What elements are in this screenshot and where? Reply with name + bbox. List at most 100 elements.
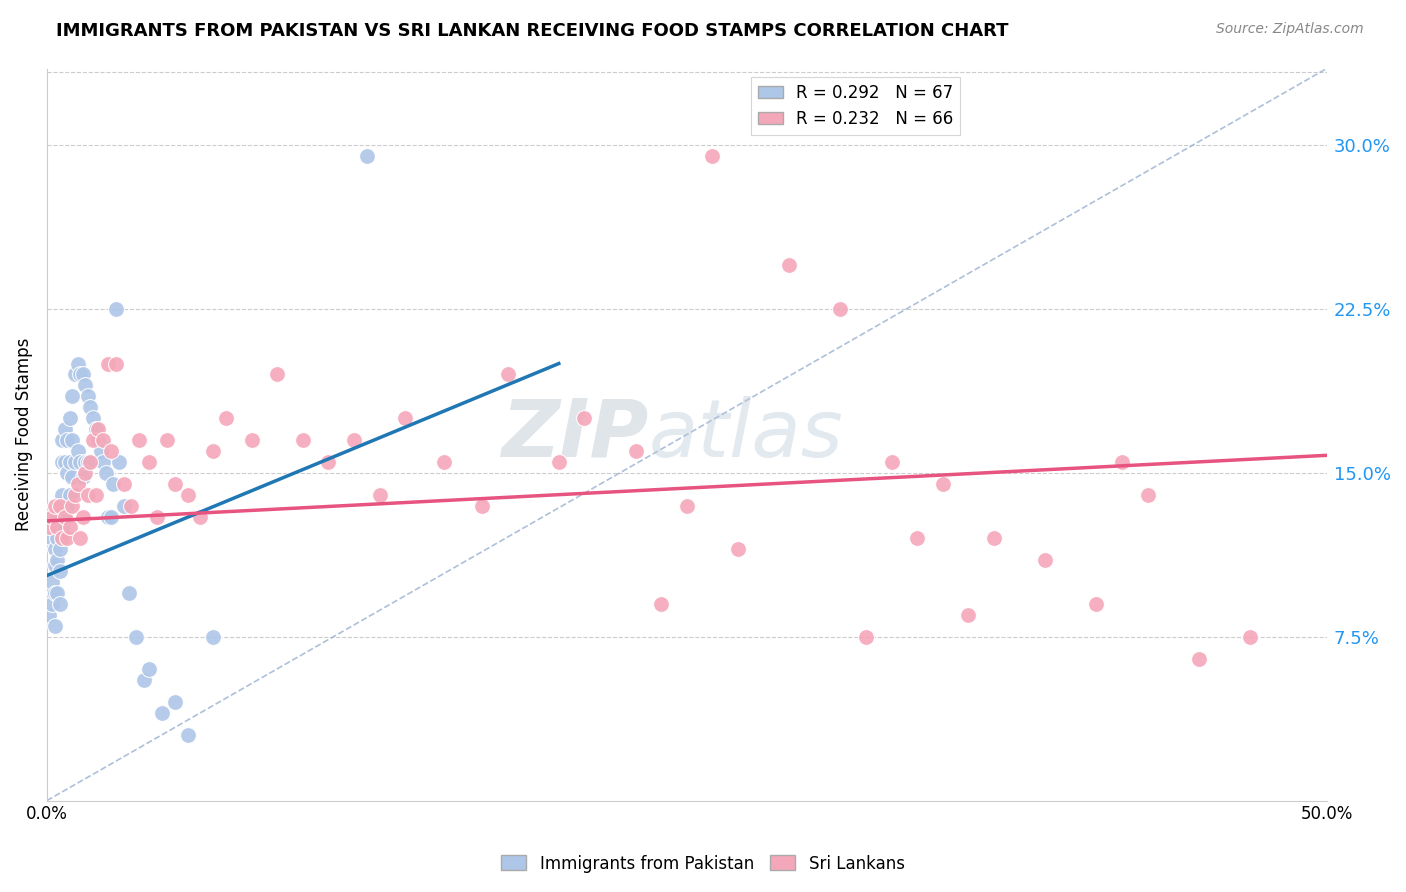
Point [84, 488, 107, 502]
Point [75, 466, 97, 480]
Point [59, 488, 82, 502]
Point [72, 509, 94, 524]
Point [44, 499, 66, 513]
Point [650, 597, 672, 611]
Point [48, 499, 70, 513]
Point [957, 607, 980, 622]
Point [41, 509, 63, 524]
Point [76, 389, 98, 403]
Point [727, 542, 749, 557]
Point [120, 499, 142, 513]
Point [51, 520, 73, 534]
Text: ZIP: ZIP [501, 395, 648, 474]
Point [100, 444, 122, 458]
Point [163, 695, 186, 709]
Point [79, 455, 101, 469]
Point [63, 488, 86, 502]
Point [84, 422, 107, 436]
Point [66, 357, 89, 371]
Point [932, 476, 955, 491]
Point [318, 455, 340, 469]
Point [66, 476, 89, 491]
Point [51, 488, 73, 502]
Point [905, 532, 928, 546]
Point [56, 499, 79, 513]
Point [59, 455, 82, 469]
Point [38, 520, 60, 534]
Point [53, 455, 76, 469]
Point [53, 422, 76, 436]
Point [343, 433, 366, 447]
Text: Source: ZipAtlas.com: Source: ZipAtlas.com [1216, 22, 1364, 37]
Point [41, 597, 63, 611]
Point [41, 575, 63, 590]
Point [69, 532, 91, 546]
Point [44, 619, 66, 633]
Point [97, 509, 120, 524]
Y-axis label: Receiving Food Stamps: Receiving Food Stamps [15, 338, 32, 532]
Point [56, 532, 79, 546]
Point [72, 368, 94, 382]
Point [146, 509, 169, 524]
Point [62, 389, 84, 403]
Point [90, 444, 112, 458]
Point [202, 444, 225, 458]
Point [433, 455, 456, 469]
Point [53, 509, 76, 524]
Point [176, 728, 198, 742]
Point [103, 476, 125, 491]
Point [983, 532, 1005, 546]
Point [91, 455, 114, 469]
Point [66, 444, 89, 458]
Point [69, 368, 91, 382]
Point [138, 663, 160, 677]
Point [62, 470, 84, 484]
Point [125, 630, 148, 644]
Point [97, 357, 120, 371]
Point [76, 488, 98, 502]
Point [496, 368, 519, 382]
Point [79, 401, 101, 415]
Point [1239, 630, 1261, 644]
Text: IMMIGRANTS FROM PAKISTAN VS SRI LANKAN RECEIVING FOOD STAMPS CORRELATION CHART: IMMIGRANTS FROM PAKISTAN VS SRI LANKAN R… [56, 22, 1008, 40]
Point [76, 455, 98, 469]
Point [59, 520, 82, 534]
Point [240, 433, 263, 447]
Point [56, 433, 79, 447]
Point [51, 455, 73, 469]
Point [69, 455, 91, 469]
Point [75, 455, 97, 469]
Point [1111, 455, 1133, 469]
Text: atlas: atlas [648, 395, 844, 474]
Point [547, 455, 569, 469]
Point [1033, 553, 1056, 567]
Point [75, 378, 97, 392]
Point [880, 455, 903, 469]
Point [105, 357, 128, 371]
Point [44, 542, 66, 557]
Point [118, 586, 141, 600]
Point [41, 532, 63, 546]
Point [138, 455, 160, 469]
Point [44, 586, 66, 600]
Point [62, 433, 84, 447]
Point [356, 149, 378, 163]
Point [51, 433, 73, 447]
Point [46, 586, 69, 600]
Point [48, 597, 70, 611]
Point [128, 433, 150, 447]
Point [107, 455, 129, 469]
Point [91, 433, 114, 447]
Point [163, 476, 186, 491]
Point [82, 433, 104, 447]
Point [156, 433, 179, 447]
Point [87, 422, 110, 436]
Point [82, 411, 104, 425]
Point [1085, 597, 1108, 611]
Point [48, 520, 70, 534]
Point [855, 630, 877, 644]
Point [675, 499, 697, 513]
Point [702, 149, 724, 163]
Point [394, 411, 416, 425]
Point [53, 509, 76, 524]
